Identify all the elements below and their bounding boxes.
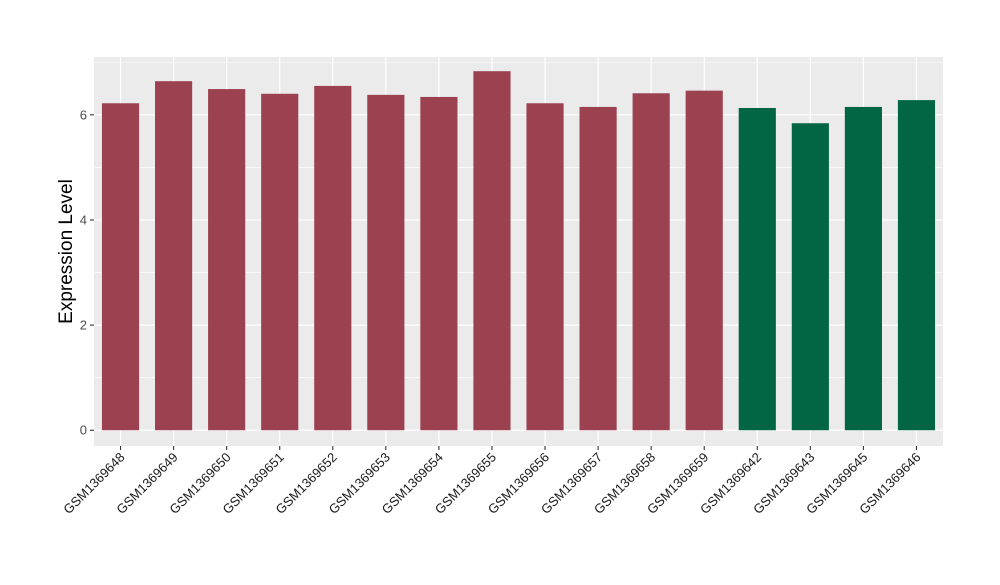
bar-gsm1369649 [155,81,193,431]
y-axis: 0 2 4 6 [80,107,94,438]
x-axis: GSM1369648GSM1369649GSM1369650GSM1369651… [60,446,924,517]
bar-gsm1369646 [897,100,936,431]
bar-gsm1369651 [261,93,299,431]
bar-gsm1369645 [844,106,882,431]
bar-gsm1369643 [791,123,829,431]
bar-gsm1369653 [367,94,405,431]
y-axis-title: Expression Level [56,179,77,324]
bars-group [101,71,936,431]
bar-gsm1369655 [473,71,511,431]
bar-gsm1369654 [420,96,458,431]
bar-gsm1369650 [208,89,246,431]
bar-gsm1369652 [314,85,352,431]
bar-gsm1369642 [738,107,776,431]
bar-gsm1369656 [526,103,564,431]
y-tick-label: 4 [80,212,87,227]
y-tick-label: 6 [80,107,87,122]
bar-gsm1369657 [579,106,617,431]
y-tick-label: 2 [80,318,87,333]
bar-gsm1369648 [101,103,140,431]
bar-gsm1369659 [685,90,723,431]
bar-gsm1369658 [632,93,670,431]
y-tick-label: 0 [80,423,87,438]
